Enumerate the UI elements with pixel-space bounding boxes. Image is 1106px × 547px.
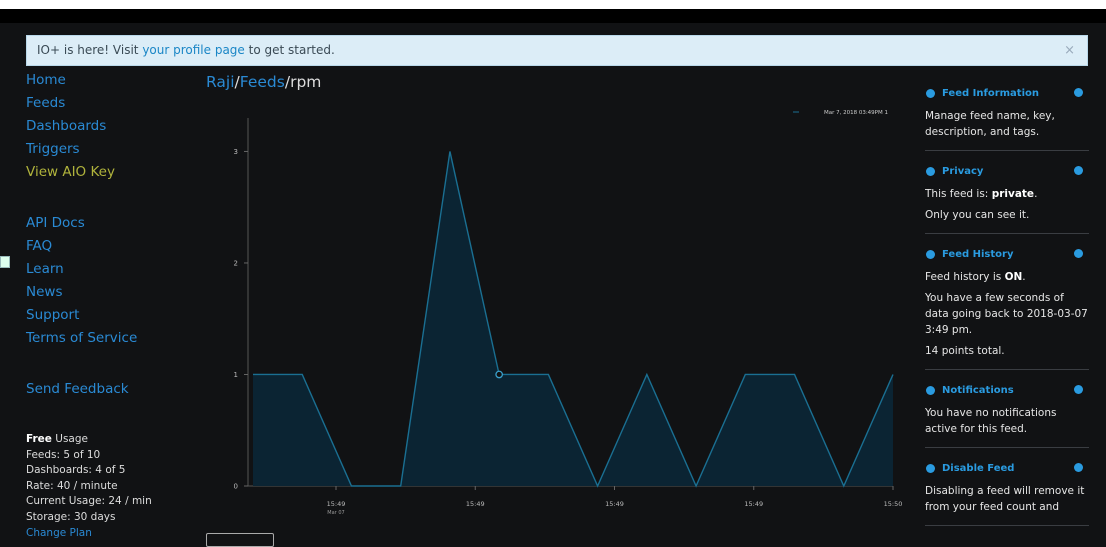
usage-panel: Free Usage Feeds: 5 of 10 Dashboards: 4 of… (26, 432, 152, 541)
section-title: Notifications (925, 382, 1089, 400)
button[interactable] (206, 533, 274, 547)
area-line (253, 151, 894, 488)
sidebar-section: Feed Information Manage feed name, key, d… (925, 82, 1089, 151)
nav-link[interactable]: Feeds (26, 95, 66, 111)
text: Feed history is (925, 271, 1005, 283)
top-strip (0, 0, 1106, 9)
section-text: Manage feed name, key, description, and … (925, 108, 1089, 140)
banner-text: IO+ is here! Visit (37, 43, 143, 57)
y-tick-label: 1 (234, 371, 238, 379)
nav-link[interactable]: Terms of Service (26, 330, 138, 346)
usage-line: Current Usage: 24 / min (26, 495, 152, 508)
plan-name: Free (26, 433, 52, 445)
breadcrumb: Raji/Feeds/rpm (206, 73, 321, 91)
section-text: Only you can see it. (925, 207, 1089, 223)
bold-text: private (991, 188, 1035, 200)
expand-icon[interactable] (1074, 166, 1083, 175)
text: . (1022, 271, 1026, 283)
usage-line: Feeds: 5 of 10 (26, 448, 101, 461)
nav-link[interactable]: Triggers (26, 141, 80, 157)
x-tick-sublabel: Mar 07 (327, 510, 344, 516)
section-title: Feed Information (925, 85, 1089, 103)
crumb-separator: / (284, 73, 291, 91)
crumb-feed: rpm (290, 73, 322, 91)
change-plan-link[interactable]: Change Plan (26, 526, 92, 539)
x-tick-label: 15:50 (884, 500, 903, 508)
text: You have a few seconds of data going bac… (925, 292, 1088, 336)
area-fill (253, 151, 893, 487)
announcement-banner: IO+ is here! Visit your profile page to … (26, 35, 1088, 66)
expand-icon[interactable] (1074, 463, 1083, 472)
text: Only you can see it. (925, 209, 1030, 221)
plan-suffix: Usage (51, 433, 88, 445)
sidebar-section: Privacy This feed is: private. Only you ca… (925, 160, 1089, 234)
usage-line: Rate: 40 / minute (26, 479, 118, 492)
section-text: This feed is: private. (925, 186, 1089, 202)
x-tick-label: 15:49 (605, 500, 624, 508)
expand-icon[interactable] (1074, 385, 1083, 394)
nav-link[interactable]: Dashboards (26, 118, 107, 134)
close-button[interactable]: × (1064, 43, 1075, 58)
expand-icon[interactable] (1074, 249, 1083, 258)
hover-point (495, 370, 504, 379)
x-tick-label: 15:49 (466, 500, 485, 508)
feedback-link[interactable]: Send Feedback (26, 381, 129, 397)
nav-link[interactable]: API Docs (26, 215, 85, 231)
section-title: Privacy (925, 163, 1089, 181)
profile-link[interactable]: your profile page (142, 43, 245, 57)
text: . (1034, 188, 1038, 200)
y-tick-label: 3 (234, 148, 238, 156)
usage-line: Dashboards: 4 of 5 (26, 464, 126, 477)
nav-link[interactable]: View AIO Key (26, 164, 115, 180)
feed-sidebar: Feed Information Manage feed name, key, d… (925, 82, 1089, 540)
crumb-separator: / (234, 73, 240, 91)
y-tick-label: 2 (234, 259, 238, 267)
text: 14 points total. (925, 345, 1005, 357)
usage-line: Storage: 30 days (26, 510, 116, 523)
legend-label: Mar 7, 2018 03:49PM 1 (824, 110, 888, 116)
section-text: Disabling a feed will remove it from you… (925, 483, 1089, 515)
usage-heading: Free Usage (26, 432, 152, 448)
section-text: You have no notifications active for thi… (925, 405, 1089, 437)
left-handle[interactable] (0, 256, 10, 268)
sidebar-section: Notifications You have no notifications a… (925, 379, 1089, 448)
nav-link[interactable]: News (26, 284, 63, 300)
expand-icon[interactable] (1074, 88, 1083, 97)
bold-text: ON (1004, 271, 1023, 283)
nav-link[interactable]: FAQ (26, 238, 53, 254)
section-text: 14 points total. (925, 343, 1089, 359)
banner-text: to get started. (244, 43, 335, 57)
section-title: Feed History (925, 246, 1089, 264)
section-text: Feed history is ON. (925, 269, 1089, 285)
crumb-user[interactable]: Raji (206, 73, 235, 91)
text: Manage feed name, key, description, and … (925, 110, 1055, 138)
nav-link[interactable]: Support (26, 307, 80, 323)
section-title: Disable Feed (925, 460, 1089, 478)
chart: 0 1 2 3 15:49 15:49 15:49 15:49 15:50 Mar 07 Mar 7… (234, 110, 903, 516)
text: You have no notifications active for thi… (925, 407, 1057, 435)
sidebar-section: Feed History Feed history is ON. You have … (925, 243, 1089, 370)
x-tick-label: 15:49 (327, 500, 346, 508)
text: Disabling a feed will remove it from you… (925, 485, 1085, 513)
section-text: You have a few seconds of data going bac… (925, 290, 1089, 338)
y-tick-label: 0 (234, 483, 238, 491)
crumb-feeds[interactable]: Feeds (239, 73, 285, 91)
nav-link[interactable]: Learn (26, 261, 64, 277)
top-bar (0, 9, 1106, 23)
x-tick-label: 15:49 (744, 500, 763, 508)
text: This feed is: (925, 188, 992, 200)
sidebar-section: Disable Feed Disabling a feed will remove… (925, 457, 1089, 526)
nav-link[interactable]: Home (26, 72, 66, 88)
